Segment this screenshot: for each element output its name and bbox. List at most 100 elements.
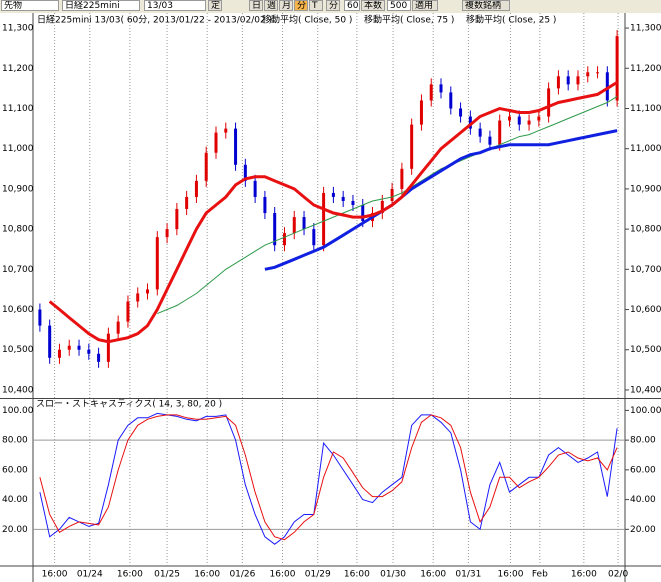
candle-body [331, 192, 335, 197]
candle-body [253, 180, 257, 197]
y-tick-label: 10,800 [2, 225, 34, 235]
candle-body [390, 188, 394, 201]
candle-body [194, 180, 198, 197]
y-tick-label: 100.00 [630, 406, 661, 416]
candle-body [380, 200, 384, 214]
y-tick-label: 100.00 [2, 406, 34, 416]
candle-body [556, 76, 560, 89]
candle-body [87, 349, 91, 354]
candle-body [224, 128, 228, 133]
candle-body [273, 213, 277, 246]
x-tick-label: 16:00 [498, 570, 524, 580]
chart-title: 日経225mini 13/03( 60分, 2013/01/22 - 2013/… [37, 14, 272, 26]
candle-body [48, 325, 52, 358]
y-tick-label: 11,000 [630, 144, 661, 154]
market-select[interactable]: 先物 [1, 0, 59, 11]
button[interactable]: T [309, 0, 323, 11]
interval-input[interactable]: 60 [344, 0, 360, 11]
apply-button[interactable]: 適用 [412, 0, 438, 11]
candle-body [419, 100, 423, 125]
y-tick-label: 60.00 [630, 465, 656, 475]
candle-body [165, 229, 169, 238]
candle-body [175, 209, 179, 230]
candle-body [77, 345, 81, 350]
x-tick-label: 16:00 [42, 570, 68, 580]
button[interactable]: 分 [294, 0, 308, 11]
candle-body [361, 204, 365, 222]
y-tick-label: 20.00 [2, 525, 28, 535]
x-tick-label: 16:00 [571, 570, 597, 580]
candle-body [507, 116, 511, 121]
candle-body [322, 192, 326, 246]
candle-body [234, 128, 238, 165]
candle-body [576, 76, 580, 85]
candle-body [527, 120, 531, 125]
button[interactable]: 週 [264, 0, 278, 11]
y-tick-label: 40.00 [2, 495, 28, 505]
y-tick-label: 10,600 [2, 305, 34, 315]
y-tick-label: 20.00 [630, 525, 656, 535]
y-tick-label: 10,800 [630, 225, 661, 235]
y-tick-label: 10,700 [2, 265, 34, 275]
y-tick-label: 11,300 [2, 24, 34, 34]
candle-body [468, 116, 472, 129]
candle-body [566, 76, 570, 85]
count-input[interactable]: 500 [387, 0, 411, 11]
button[interactable]: 分 [326, 0, 340, 11]
candle-body [410, 124, 414, 169]
button[interactable]: 日 [249, 0, 263, 11]
candle-body [263, 196, 267, 214]
y-tick-label: 10,600 [630, 305, 661, 315]
candle-body [498, 120, 502, 145]
candle-body [459, 108, 463, 117]
symbol-select[interactable]: 日経225mini [62, 0, 140, 11]
multi-button[interactable]: 複数銘柄 [462, 0, 510, 11]
x-tick-label: 01/24 [77, 570, 103, 580]
candle-body [67, 345, 71, 350]
label: 本数 [361, 0, 385, 11]
y-tick-label: 80.00 [630, 436, 656, 446]
candle-body [106, 333, 110, 362]
y-tick-label: 10,900 [630, 184, 661, 194]
candle-body [38, 309, 42, 326]
candle-body [243, 164, 247, 181]
candle-body [214, 132, 218, 153]
y-tick-label: 11,000 [2, 144, 34, 154]
x-tick-label: 01/25 [154, 570, 180, 580]
candle-body [429, 84, 433, 101]
candle-body [185, 196, 189, 210]
y-tick-label: 10,400 [630, 385, 661, 395]
x-tick-label: 16:00 [117, 570, 143, 580]
y-tick-label: 11,200 [630, 64, 661, 74]
x-tick-label: 02/0 [608, 570, 628, 580]
chart-bg [0, 13, 661, 582]
x-tick-label: 16:00 [344, 570, 370, 580]
series-line [48, 81, 618, 344]
series-line [264, 129, 618, 271]
candle-body [116, 321, 120, 334]
candle-body [341, 196, 345, 201]
candle-body [537, 116, 541, 121]
legend-item: 移動平均( Close, 25 ) [466, 14, 556, 26]
y-tick-label: 80.00 [2, 436, 28, 446]
candle-body [517, 116, 521, 125]
candle-body [97, 353, 101, 362]
y-tick-label: 10,500 [2, 345, 34, 355]
indicator-title: スロー・ストキャスティクス( 14, 3, 80, 20 ) [36, 399, 222, 410]
candle-body [126, 301, 130, 322]
y-tick-label: 11,200 [2, 64, 34, 74]
series-line [39, 412, 618, 545]
x-tick-label: 16:00 [270, 570, 296, 580]
y-tick-label: 11,100 [630, 104, 661, 114]
x-tick-label: 01/29 [305, 570, 331, 580]
candle-body [146, 289, 150, 294]
button[interactable]: 定 [208, 0, 222, 11]
candle-body [351, 200, 355, 205]
y-tick-label: 40.00 [630, 495, 656, 505]
contract-select[interactable]: 13/03 [144, 0, 206, 11]
button[interactable]: 月 [279, 0, 293, 11]
y-tick-label: 10,500 [630, 345, 661, 355]
y-tick-label: 60.00 [2, 465, 28, 475]
candle-body [292, 217, 296, 234]
